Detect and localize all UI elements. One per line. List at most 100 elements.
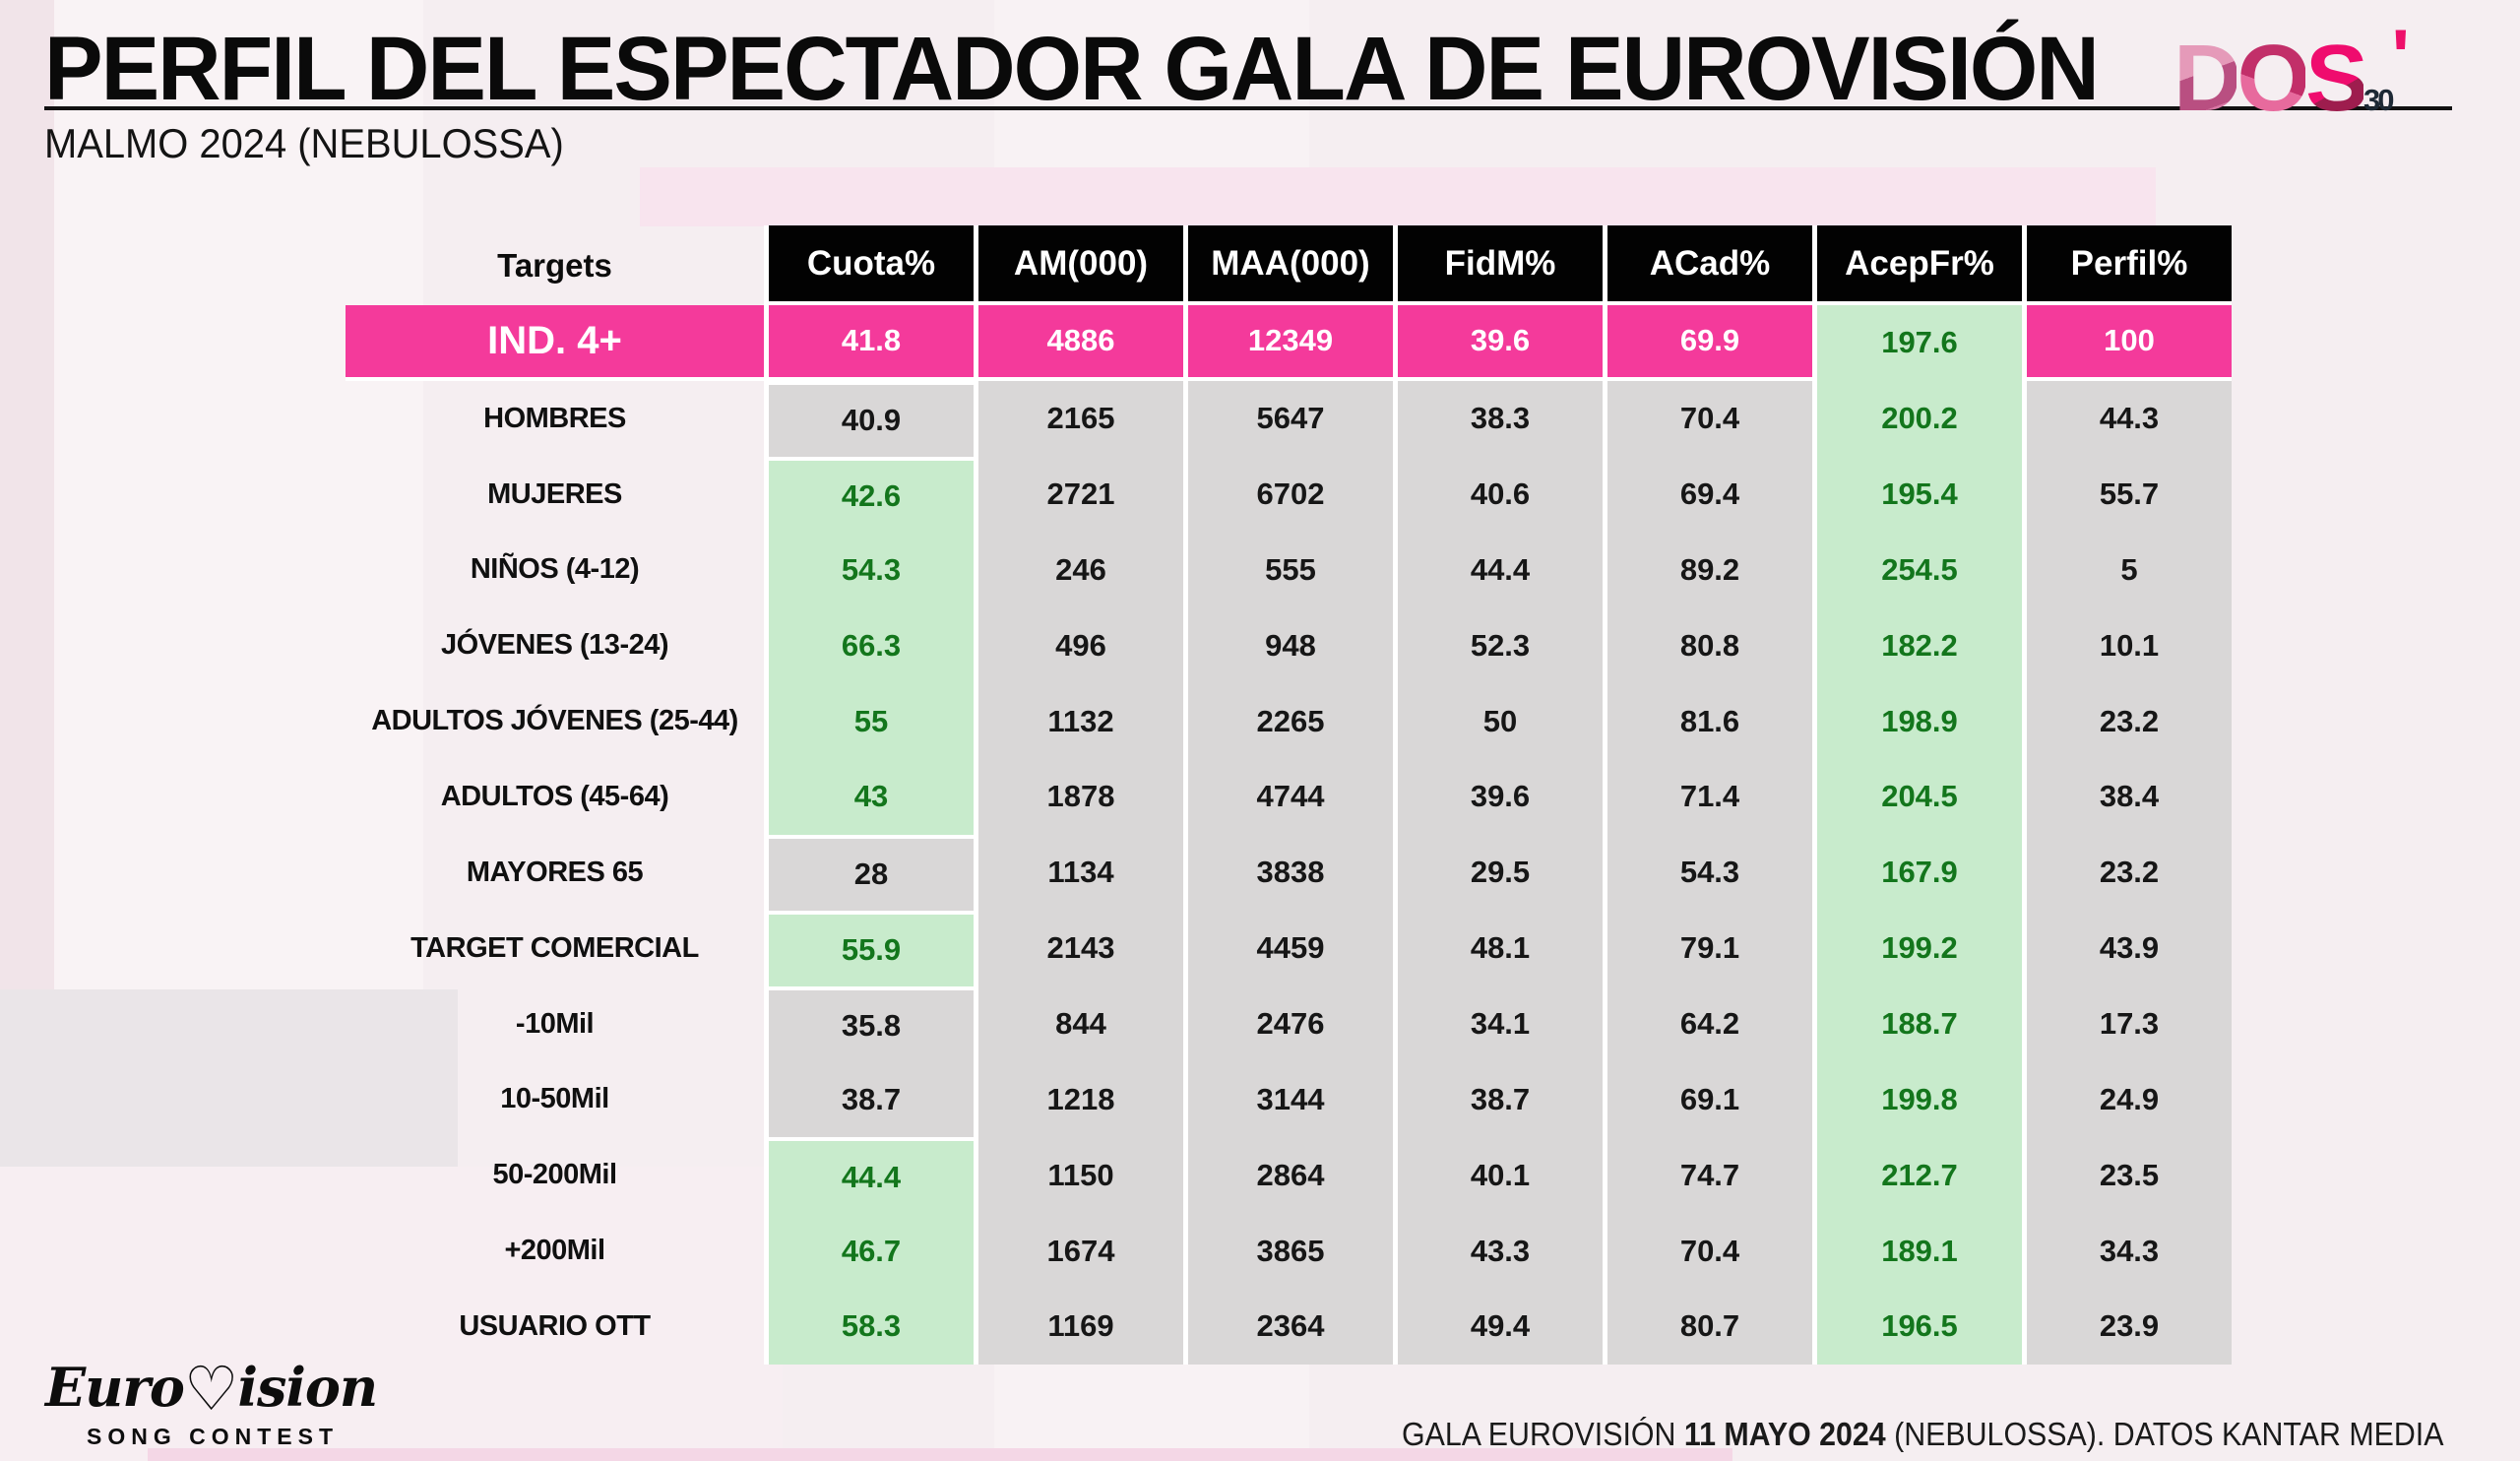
value-cell-perfil: 5 — [2027, 532, 2232, 608]
footnote: GALA EUROVISIÓN 11 MAYO 2024 (NEBULOSSA)… — [1402, 1416, 2443, 1453]
value-cell-fidm: 39.6 — [1398, 759, 1603, 835]
value-cell-fidm: 40.1 — [1398, 1137, 1603, 1214]
dos30-apostrophe: ' — [2391, 13, 2411, 99]
value-cell-am: 1132 — [978, 683, 1183, 760]
value-cell-maa: 3144 — [1188, 1061, 1393, 1138]
footnote-prefix: GALA EUROVISIÓN — [1401, 1416, 1684, 1452]
value-cell-acad: 64.2 — [1607, 985, 1812, 1062]
value-cell-acepfr: 199.2 — [1817, 910, 2022, 986]
value-cell-cuota: 55.9 — [769, 910, 974, 986]
value-cell-am: 1878 — [978, 759, 1183, 835]
bg-tile-bottom-left — [0, 1167, 783, 1461]
target-cell: ADULTOS JÓVENES (25-44) — [371, 705, 738, 737]
column-header-targets: Targets — [497, 246, 612, 284]
page-subtitle: MALMO 2024 (NEBULOSSA) — [44, 120, 564, 166]
eurovision-text-pre: Euro — [45, 1356, 185, 1419]
value-cell-perfil: 10.1 — [2027, 607, 2232, 684]
target-cell: MAYORES 65 — [466, 856, 644, 888]
footnote-date: 11 MAYO 2024 — [1683, 1416, 1886, 1452]
value-cell-am: 246 — [978, 532, 1183, 608]
dos30-letter-d: D — [2174, 26, 2241, 131]
value-cell-am: 2721 — [978, 456, 1183, 533]
value-cell-perfil: 23.5 — [2027, 1137, 2232, 1214]
value-cell-perfil: 24.9 — [2027, 1061, 2232, 1138]
column-header-acepfr: AcepFr% — [1817, 225, 2022, 305]
value-cell-acad: 80.8 — [1607, 607, 1812, 684]
value-cell-maa: 12349 — [1188, 305, 1393, 381]
value-cell-fidm: 38.3 — [1398, 380, 1603, 457]
value-cell-acepfr: 204.5 — [1817, 759, 2022, 835]
value-cell-perfil: 23.9 — [2027, 1288, 2232, 1365]
dos30-letter-s: S — [2305, 26, 2368, 131]
value-cell-acepfr: 254.5 — [1817, 532, 2022, 608]
value-cell-fidm: 29.5 — [1398, 834, 1603, 911]
value-cell-cuota: 40.9 — [769, 380, 974, 457]
value-cell-maa: 2476 — [1188, 985, 1393, 1062]
value-cell-acepfr: 195.4 — [1817, 456, 2022, 533]
title-underline — [44, 106, 2452, 110]
value-cell-am: 2143 — [978, 910, 1183, 986]
eurovision-logo: Euro♡ision SONG CONTEST — [45, 1356, 378, 1450]
value-cell-am: 1134 — [978, 834, 1183, 911]
target-cell: TARGET COMERCIAL — [410, 931, 699, 964]
value-cell-maa: 3865 — [1188, 1213, 1393, 1289]
value-cell-acepfr: 198.9 — [1817, 683, 2022, 760]
value-cell-fidm: 50 — [1398, 683, 1603, 760]
value-cell-perfil: 43.9 — [2027, 910, 2232, 986]
bg-tile-header-pink — [640, 167, 2156, 226]
column-header-maa000: MAA(000) — [1188, 225, 1393, 305]
value-cell-cuota: 46.7 — [769, 1213, 974, 1289]
value-cell-acad: 74.7 — [1607, 1137, 1812, 1214]
value-cell-acepfr: 167.9 — [1817, 834, 2022, 911]
value-cell-cuota: 54.3 — [769, 532, 974, 608]
value-cell-perfil: 23.2 — [2027, 834, 2232, 911]
value-cell-fidm: 52.3 — [1398, 607, 1603, 684]
dos30-number: 30 — [2363, 83, 2395, 117]
column-header-am000: AM(000) — [978, 225, 1183, 305]
value-cell-maa: 2364 — [1188, 1288, 1393, 1365]
value-cell-maa: 948 — [1188, 607, 1393, 684]
value-cell-perfil: 38.4 — [2027, 759, 2232, 835]
value-cell-acepfr: 200.2 — [1817, 380, 2022, 457]
value-cell-cuota: 44.4 — [769, 1137, 974, 1214]
value-cell-cuota: 41.8 — [769, 305, 974, 381]
value-cell-cuota: 28 — [769, 834, 974, 911]
value-cell-perfil: 17.3 — [2027, 985, 2232, 1062]
heart-icon: ♡ — [183, 1353, 239, 1425]
value-cell-fidm: 49.4 — [1398, 1288, 1603, 1365]
value-cell-maa: 3838 — [1188, 834, 1393, 911]
target-cell: NIÑOS (4-12) — [470, 553, 640, 586]
value-cell-fidm: 34.1 — [1398, 985, 1603, 1062]
value-cell-fidm: 38.7 — [1398, 1061, 1603, 1138]
value-cell-am: 496 — [978, 607, 1183, 684]
target-cell: ADULTOS (45-64) — [440, 780, 669, 812]
value-cell-cuota: 43 — [769, 759, 974, 835]
value-cell-cuota: 35.8 — [769, 985, 974, 1062]
value-cell-perfil: 55.7 — [2027, 456, 2232, 533]
target-cell: 50-200Mil — [492, 1159, 617, 1191]
page-title: PERFIL DEL ESPECTADOR GALA DE EUROVISIÓN — [44, 19, 2100, 119]
value-cell-cuota: 58.3 — [769, 1288, 974, 1365]
value-cell-acad: 81.6 — [1607, 683, 1812, 760]
value-cell-acad: 80.7 — [1607, 1288, 1812, 1365]
value-cell-acepfr: 199.8 — [1817, 1061, 2022, 1138]
footnote-suffix: (NEBULOSSA). DATOS KANTAR MEDIA — [1885, 1416, 2443, 1452]
target-cell: JÓVENES (13-24) — [440, 629, 669, 662]
value-cell-cuota: 38.7 — [769, 1061, 974, 1138]
value-cell-acepfr: 182.2 — [1817, 607, 2022, 684]
target-cell: +200Mil — [504, 1235, 605, 1267]
value-cell-maa: 4459 — [1188, 910, 1393, 986]
value-cell-acepfr: 197.6 — [1817, 305, 2022, 381]
column-header-fidm: FidM% — [1398, 225, 1603, 305]
bg-tile-bottom-strip — [148, 1448, 1732, 1461]
value-cell-acad: 70.4 — [1607, 380, 1812, 457]
value-cell-maa: 6702 — [1188, 456, 1393, 533]
value-cell-acad: 54.3 — [1607, 834, 1812, 911]
value-cell-am: 1674 — [978, 1213, 1183, 1289]
value-cell-acad: 69.1 — [1607, 1061, 1812, 1138]
target-cell: MUJERES — [487, 477, 622, 510]
value-cell-maa: 555 — [1188, 532, 1393, 608]
value-cell-acepfr: 188.7 — [1817, 985, 2022, 1062]
value-cell-acad: 70.4 — [1607, 1213, 1812, 1289]
column-header-acad: ACad% — [1607, 225, 1812, 305]
